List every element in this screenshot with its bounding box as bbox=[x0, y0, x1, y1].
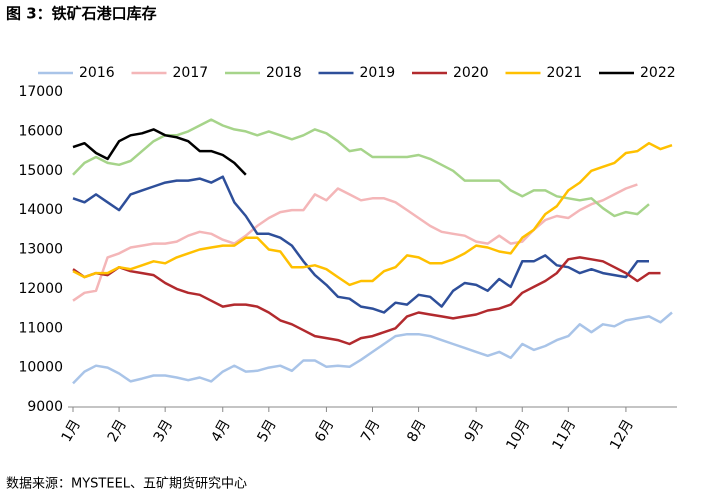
x-tick-label: 5月 bbox=[254, 417, 279, 445]
series-line bbox=[72, 141, 673, 287]
y-tick-label: 14000 bbox=[18, 202, 63, 218]
y-tick-label: 9000 bbox=[27, 399, 63, 415]
legend-label: 2019 bbox=[360, 65, 396, 81]
legend-label: 2018 bbox=[266, 65, 302, 81]
y-tick-label: 15000 bbox=[18, 163, 63, 179]
y-tick-label: 17000 bbox=[18, 84, 63, 100]
series-line bbox=[72, 128, 247, 176]
x-tick-label: 9月 bbox=[462, 417, 487, 445]
y-tick-label: 12000 bbox=[18, 281, 63, 297]
y-tick-label: 10000 bbox=[18, 360, 63, 376]
series-line bbox=[72, 311, 673, 385]
legend-label: 2016 bbox=[79, 65, 115, 81]
x-tick-label: 8月 bbox=[404, 417, 429, 445]
chart-title: 图 3：铁矿石港口库存 bbox=[6, 5, 157, 23]
y-tick-label: 16000 bbox=[18, 123, 63, 139]
source-note: 数据来源：MYSTEEL、五矿期货研究中心 bbox=[6, 476, 247, 492]
x-tick-label: 10月 bbox=[503, 417, 533, 453]
x-tick-label: 12月 bbox=[607, 417, 637, 453]
x-tick-label: 6月 bbox=[312, 417, 337, 445]
x-tick-label: 1月 bbox=[59, 417, 84, 445]
y-tick-label: 13000 bbox=[18, 242, 63, 258]
x-tick-label: 2月 bbox=[105, 417, 130, 445]
series-line bbox=[72, 256, 661, 346]
x-tick-label: 7月 bbox=[358, 417, 383, 445]
x-tick-label: 11月 bbox=[549, 417, 579, 453]
x-tick-label: 3月 bbox=[151, 417, 176, 445]
series-line bbox=[72, 183, 638, 302]
legend-label: 2021 bbox=[547, 65, 583, 81]
legend-label: 2017 bbox=[173, 65, 209, 81]
legend-label: 2022 bbox=[640, 65, 676, 81]
y-tick-label: 11000 bbox=[18, 320, 63, 336]
legend-label: 2020 bbox=[453, 65, 489, 81]
series-line bbox=[72, 175, 649, 314]
x-tick-label: 4月 bbox=[208, 417, 233, 445]
